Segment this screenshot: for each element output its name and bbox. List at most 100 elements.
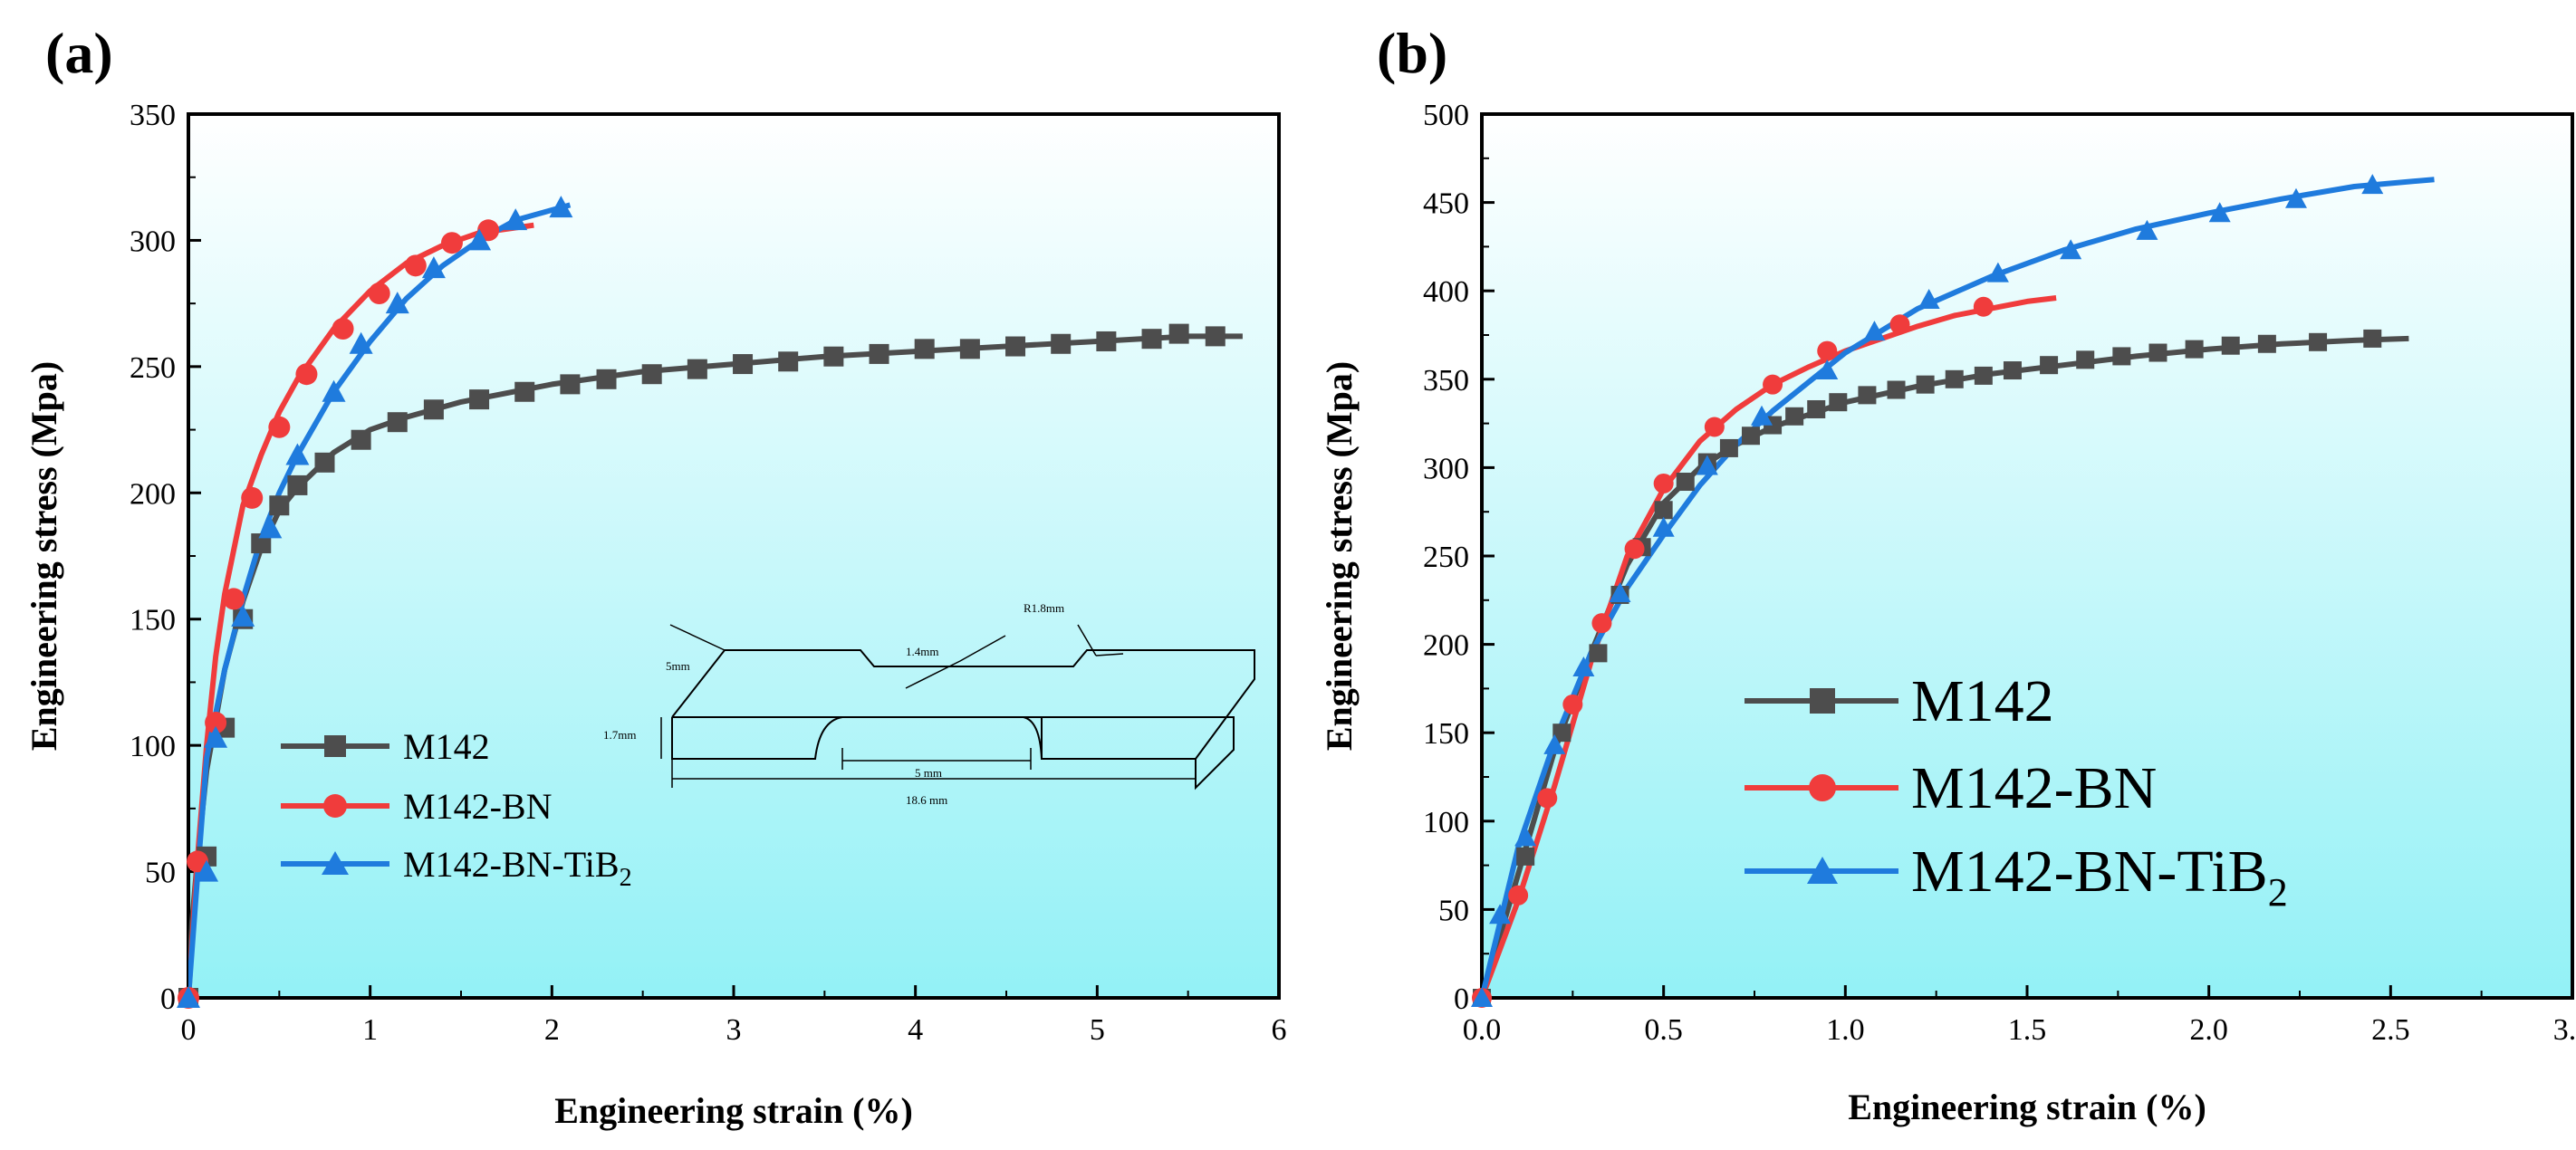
- y-tick-label-b: 100: [1423, 806, 1469, 839]
- data-point-a-0: [314, 452, 335, 473]
- data-point-b-2: [1751, 405, 1773, 426]
- data-point-b-0: [1676, 473, 1695, 492]
- data-point-b-0: [1829, 393, 1848, 412]
- x-tick-label-a: 6: [1272, 1013, 1287, 1047]
- y-tick-label-a: 200: [130, 477, 176, 511]
- legend-a: M142 M142-BN M142-BN-TiB2: [281, 726, 632, 892]
- legend-b-marker-m142: [1810, 688, 1835, 714]
- inset-label-r: R1.8mm: [1024, 601, 1064, 615]
- data-point-a-0: [733, 354, 754, 375]
- data-point-a-1: [205, 712, 227, 734]
- y-tick-label-b: 150: [1423, 717, 1469, 751]
- inset-label-thickness: 1.7mm: [603, 728, 636, 742]
- y-tick-label-a: 150: [130, 604, 176, 637]
- data-point-b-2: [1543, 733, 1566, 754]
- data-point-b-0: [1785, 407, 1804, 426]
- data-point-a-0: [1205, 326, 1226, 347]
- y-tick-label-a: 50: [145, 857, 176, 890]
- data-point-b-2: [2208, 202, 2231, 223]
- data-point-b-0: [1945, 369, 1964, 388]
- data-point-b-1: [1624, 539, 1645, 560]
- data-point-b-2: [1652, 516, 1675, 537]
- data-point-a-1: [241, 486, 264, 509]
- legend-b: M142 M142-BN M142-BN-TiB2: [1745, 668, 2288, 915]
- data-point-a-2: [231, 604, 255, 627]
- x-tick-label-b: 1.0: [1826, 1013, 1865, 1047]
- x-tick-label-b: 0.5: [1644, 1013, 1683, 1047]
- data-point-b-0: [2148, 343, 2167, 362]
- data-point-b-0: [2076, 350, 2095, 369]
- data-point-a-0: [959, 339, 980, 359]
- data-point-a-2: [349, 331, 373, 354]
- data-point-b-2: [1696, 455, 1718, 475]
- data-point-b-0: [1741, 426, 1760, 446]
- chart-panel-a: (a) 0 1 2 3 4 5 6 0 50 100 150 200 250 300 350 Enginee…: [24, 21, 1287, 1131]
- data-point-a-0: [1051, 333, 1072, 354]
- data-point-a-0: [269, 495, 290, 516]
- chart-panel-b: (b) 0.0 0.5 1.0 1.5 2.0 2.5 3.0 0 50 100 150 200 250…: [1319, 21, 2576, 1127]
- data-point-b-0: [2309, 332, 2328, 351]
- data-point-a-2: [467, 228, 492, 251]
- data-point-b-2: [2361, 174, 2384, 195]
- data-point-a-0: [251, 533, 272, 554]
- data-point-a-2: [195, 859, 219, 882]
- x-tick-label-a: 0: [181, 1013, 197, 1047]
- data-point-b-0: [2257, 334, 2276, 353]
- data-point-b-1: [1763, 374, 1783, 395]
- y-tick-label-b: 350: [1423, 364, 1469, 398]
- data-point-b-2: [1918, 288, 1940, 309]
- data-point-b-2: [1471, 987, 1493, 1007]
- data-point-a-1: [368, 282, 390, 304]
- data-point-a-0: [687, 359, 707, 379]
- data-point-a-2: [285, 443, 310, 465]
- data-point-a-0: [1096, 331, 1117, 351]
- x-tick-label-b: 3.0: [2553, 1013, 2576, 1047]
- x-tick-label-a: 5: [1090, 1013, 1105, 1047]
- data-point-a-2: [385, 292, 409, 314]
- data-point-b-0: [2363, 329, 2382, 348]
- data-point-b-1: [1889, 314, 1910, 335]
- y-tick-label-b: 250: [1423, 541, 1469, 574]
- data-point-a-1: [295, 363, 318, 386]
- marker-group-b: [1471, 174, 2384, 1008]
- data-point-b-2: [1572, 656, 1595, 676]
- data-point-b-1: [1704, 417, 1725, 437]
- legend-b-label-tib2: M142-BN-TiB2: [1911, 839, 2288, 915]
- data-point-a-0: [351, 429, 371, 450]
- panel-label-a: (a): [45, 21, 113, 85]
- data-point-a-0: [641, 364, 662, 385]
- marker-group-a: [177, 196, 1226, 1009]
- data-point-a-0: [1141, 329, 1162, 350]
- data-point-b-2: [1863, 321, 1886, 341]
- dimension-lines: [660, 624, 1197, 788]
- y-tick-label-b: 450: [1423, 187, 1469, 221]
- x-tick-label-a: 2: [544, 1013, 560, 1047]
- data-point-b-0: [1807, 399, 1826, 418]
- data-point-b-0: [1654, 501, 1673, 520]
- plot-area-a: [187, 112, 1281, 1000]
- data-point-b-0: [2040, 356, 2059, 375]
- legend-a-marker-bn: [323, 794, 347, 818]
- data-point-a-0: [596, 369, 617, 389]
- axis-ticks-b: 0.0 0.5 1.0 1.5 2.0 2.5 3.0 0 50 100 150 200 250 300 3…: [1423, 99, 2576, 1047]
- data-point-b-0: [1916, 375, 1935, 394]
- data-point-b-1: [1973, 296, 1994, 317]
- y-tick-label-b: 500: [1423, 99, 1469, 132]
- y-tick-label-b: 50: [1438, 894, 1469, 927]
- data-point-a-2: [258, 516, 283, 539]
- specimen-inset-drawing: [660, 624, 1255, 791]
- data-point-a-1: [223, 588, 245, 610]
- data-point-a-2: [177, 986, 200, 1008]
- data-point-b-2: [2060, 239, 2082, 260]
- x-tick-label-b: 1.5: [2008, 1013, 2047, 1047]
- data-point-a-2: [204, 725, 228, 748]
- data-point-a-2: [421, 256, 446, 279]
- data-point-b-0: [2112, 347, 2131, 366]
- data-point-a-0: [469, 389, 490, 410]
- y-axis-title-a: Engineering stress (Mpa): [24, 361, 64, 751]
- data-point-a-0: [1168, 323, 1189, 344]
- y-tick-label-a: 100: [130, 730, 176, 763]
- inset-label-gauge: 5 mm: [915, 766, 942, 780]
- data-point-b-0: [1887, 380, 1906, 399]
- y-tick-label-b: 400: [1423, 275, 1469, 309]
